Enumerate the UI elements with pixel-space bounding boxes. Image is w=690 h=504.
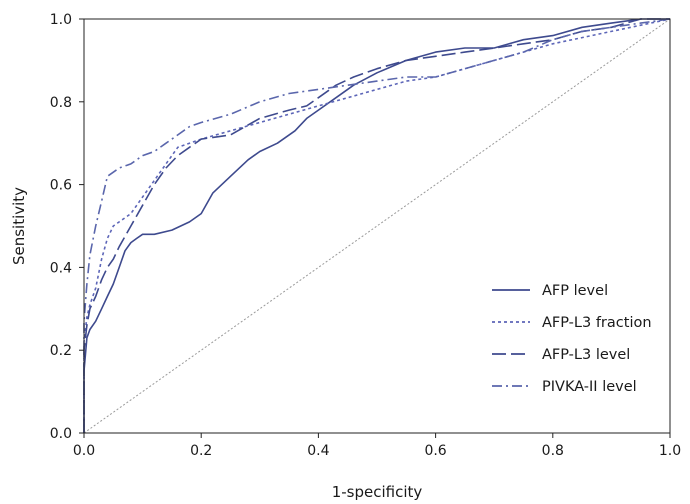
y-tick-label: 0.2 bbox=[50, 343, 72, 359]
reference-layer bbox=[83, 18, 671, 434]
series-line-afp-l3-fraction bbox=[83, 18, 671, 433]
y-axis-title: Sensitivity bbox=[10, 187, 28, 265]
y-tick-label: 0.0 bbox=[50, 426, 72, 442]
x-tick-label: 0.8 bbox=[542, 443, 564, 459]
series-line-pivka-ii-level bbox=[83, 18, 671, 433]
ticks-layer: 0.0 0.2 0.4 0.6 0.8 1.0 0.0 0.2 0.4 0.6 0.8 1.0 bbox=[50, 12, 681, 459]
legend-label-pivka-ii-level: PIVKA-II level bbox=[542, 379, 637, 395]
x-tick-label: 1.0 bbox=[659, 443, 681, 459]
reference-diagonal-line bbox=[83, 18, 671, 434]
legend-label-afp-l3-level: AFP-L3 level bbox=[542, 347, 630, 363]
series-layer bbox=[83, 18, 671, 433]
x-tick-label: 0.4 bbox=[307, 443, 329, 459]
y-tick-label: 0.4 bbox=[50, 260, 72, 276]
plot-area-frame bbox=[83, 18, 671, 434]
legend-label-afp-level: AFP level bbox=[542, 283, 608, 299]
x-tick-label: 0.0 bbox=[73, 443, 95, 459]
y-tick-label: 1.0 bbox=[50, 12, 72, 28]
x-tick-label: 0.6 bbox=[424, 443, 446, 459]
series-line-afp-l3-level bbox=[83, 18, 670, 433]
legend: AFP level AFP-L3 fraction AFP-L3 level PIVK… bbox=[492, 283, 652, 395]
x-tick-label: 0.2 bbox=[190, 443, 212, 459]
x-axis-title: 1-specificity bbox=[332, 483, 423, 501]
y-tick-label: 0.8 bbox=[50, 95, 72, 111]
y-tick-label: 0.6 bbox=[50, 178, 72, 194]
legend-label-afp-l3-fraction: AFP-L3 fraction bbox=[542, 315, 652, 331]
